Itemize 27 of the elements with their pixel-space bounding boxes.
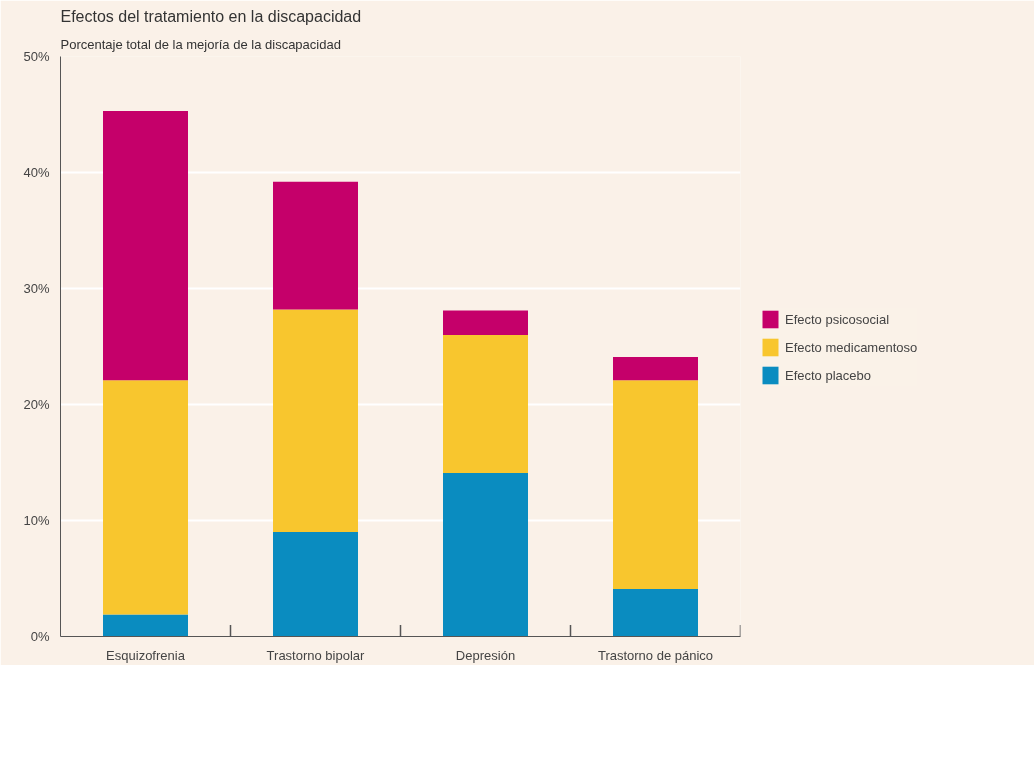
bar [273, 181, 358, 310]
legend-label: Efecto psicosocial [785, 311, 890, 327]
legend-label: Efecto medicamentoso [785, 339, 918, 355]
chart-title: Efectos del tratamiento en la discapacidad [60, 7, 362, 25]
bar [273, 532, 358, 637]
x-tick-label: Esquizofrenia [106, 647, 186, 663]
y-tick-label: 50% [23, 49, 50, 64]
bar [613, 588, 698, 637]
y-tick-label: 10% [23, 513, 50, 528]
y-tick-label: 0% [30, 629, 50, 644]
y-tick-label: 30% [23, 281, 50, 296]
bar [613, 380, 698, 589]
legend-label: Efecto placebo [785, 367, 872, 383]
bar [443, 334, 528, 473]
y-tick-label: 20% [23, 397, 50, 412]
bar [103, 614, 188, 637]
bar [103, 111, 188, 381]
x-tick-label: Trastorno de pánico [597, 647, 714, 663]
bar [443, 472, 528, 637]
bar [443, 310, 528, 335]
bar [613, 356, 698, 381]
x-tick-label: Trastorno bipolar [266, 647, 366, 663]
x-tick-label: Depresión [455, 647, 516, 663]
chart-subtitle: Porcentaje total de la mejoría de la discapacidad [60, 36, 341, 52]
bar [103, 380, 188, 615]
y-tick-label: 40% [23, 165, 50, 180]
bar [273, 309, 358, 533]
